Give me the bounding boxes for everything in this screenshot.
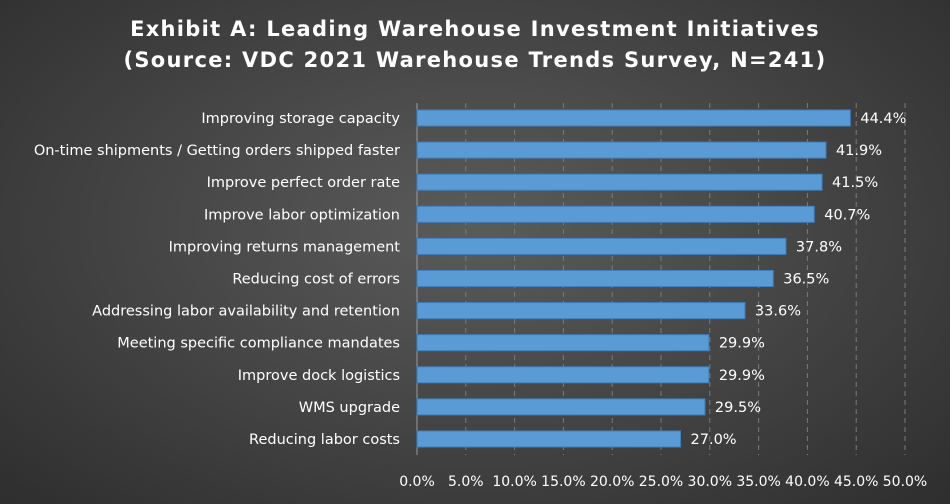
data-label: 37.8%	[796, 239, 842, 255]
category-label: Improving returns management	[169, 239, 401, 255]
x-tick-label: 25.0%	[639, 474, 683, 490]
bar	[416, 366, 710, 384]
category-label: Improving storage capacity	[201, 111, 400, 127]
category-label: WMS upgrade	[299, 400, 400, 416]
bar	[416, 141, 827, 159]
data-label: 29.9%	[719, 368, 765, 384]
category-label: Improve perfect order rate	[207, 175, 400, 191]
x-tick-label: 20.0%	[590, 474, 634, 490]
x-tick-label: 30.0%	[688, 474, 732, 490]
bar	[416, 398, 706, 416]
bar	[416, 205, 815, 223]
data-label: 41.5%	[832, 175, 878, 191]
x-tick-label: 40.0%	[785, 474, 829, 490]
chart-title: Exhibit A: Leading Warehouse Investment …	[130, 17, 820, 41]
data-label: 29.5%	[715, 400, 761, 416]
bar	[416, 302, 746, 320]
category-label: Reducing cost of errors	[232, 272, 400, 288]
category-label: Meeting specific compliance mandates	[117, 336, 400, 352]
bar	[416, 334, 710, 352]
x-tick-label: 35.0%	[736, 474, 780, 490]
category-label: Addressing labor availability and retent…	[92, 304, 400, 320]
data-label: 29.9%	[719, 336, 765, 352]
data-label: 36.5%	[783, 272, 829, 288]
x-tick-label: 15.0%	[541, 474, 585, 490]
bar	[416, 270, 774, 287]
data-label: 33.6%	[755, 304, 801, 320]
data-label: 44.4%	[860, 111, 906, 127]
x-tick-label: 5.0%	[448, 474, 484, 490]
data-label: 41.9%	[836, 143, 882, 159]
data-label: 40.7%	[824, 207, 870, 223]
category-label: Improve dock logistics	[238, 368, 400, 384]
chart-title-block: Exhibit A: Leading Warehouse Investment …	[0, 14, 950, 76]
data-label: 27.0%	[691, 432, 737, 448]
x-tick-label: 0.0%	[399, 474, 435, 490]
category-label: Improve labor optimization	[204, 207, 400, 223]
bar	[416, 430, 682, 448]
bar	[416, 109, 851, 127]
category-label: On-time shipments / Getting orders shipp…	[34, 143, 400, 159]
category-label: Reducing labor costs	[249, 432, 400, 448]
bar	[416, 173, 823, 191]
x-tick-label: 45.0%	[834, 474, 878, 490]
x-tick-label: 50.0%	[883, 474, 927, 490]
bar	[416, 237, 787, 255]
chart-subtitle: (Source: VDC 2021 Warehouse Trends Surve…	[123, 48, 827, 72]
x-tick-label: 10.0%	[492, 474, 536, 490]
